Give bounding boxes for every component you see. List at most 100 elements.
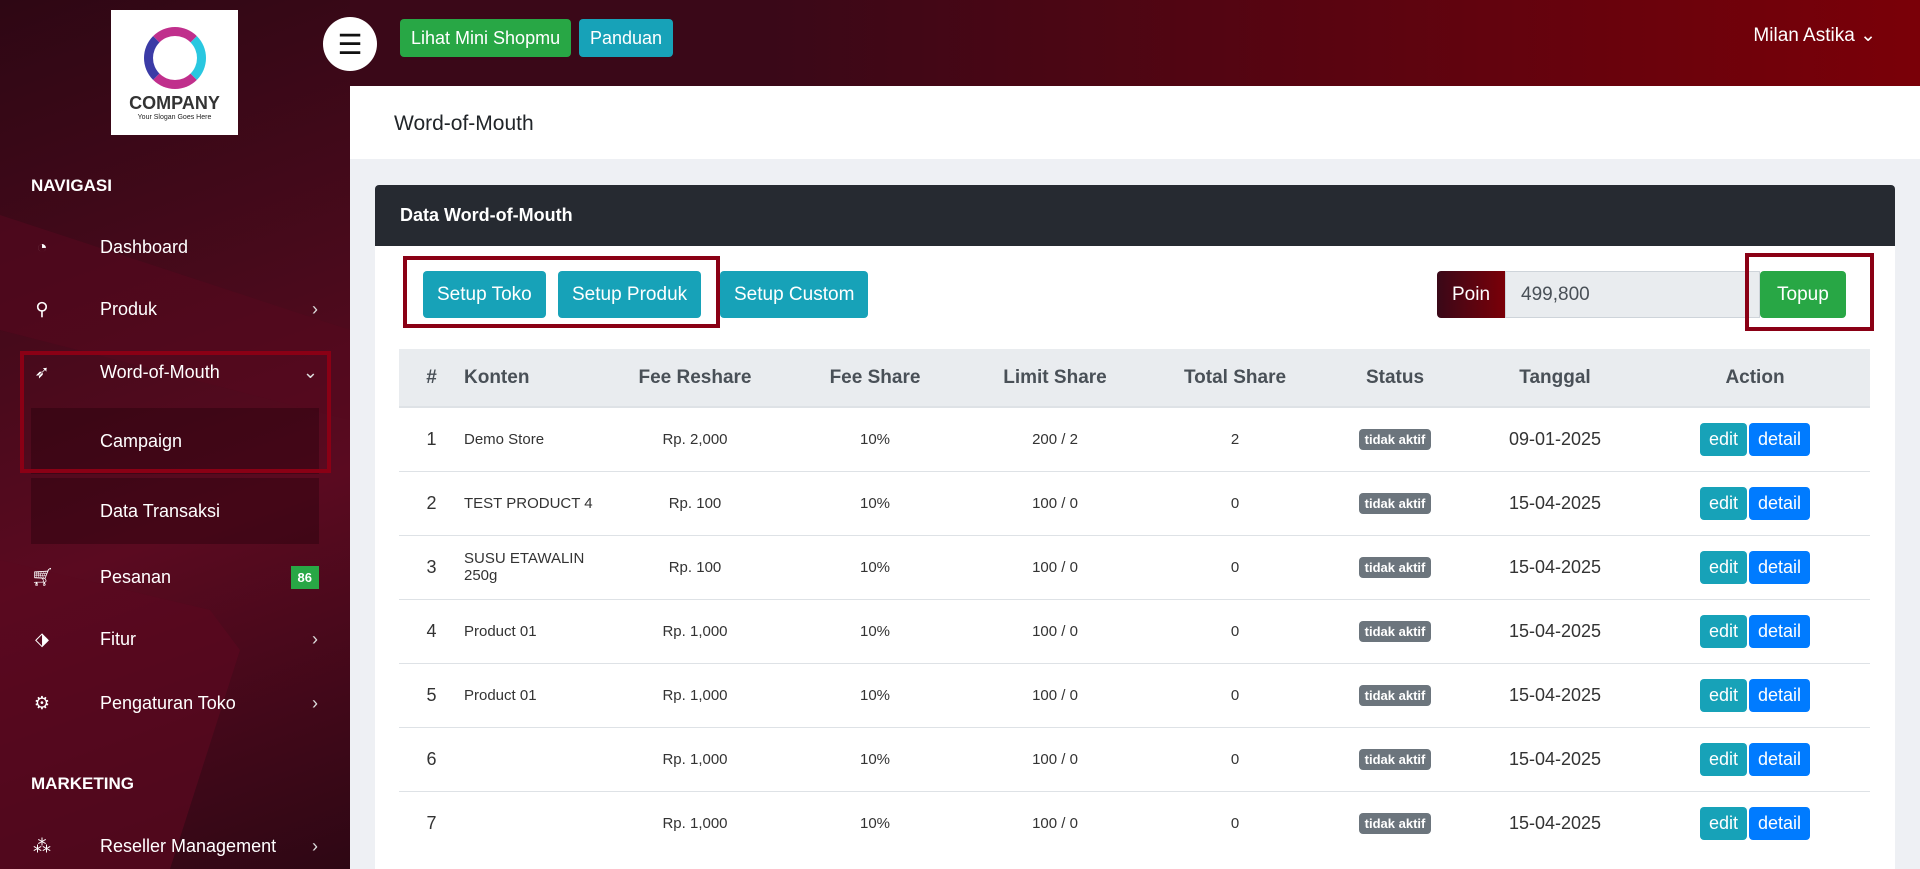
date: 15-04-2025 (1470, 790, 1640, 855)
topup-button[interactable]: Topup (1760, 271, 1846, 318)
edit-button[interactable]: edit (1699, 550, 1747, 584)
cubes-icon: ⁂ (33, 835, 51, 856)
row-number: 4 (399, 598, 464, 663)
table-row: 6 Rp. 1,000 10% 100 / 0 0 tidak aktif 15-04-20… (399, 726, 1870, 791)
edit-button[interactable]: edit (1699, 422, 1747, 456)
content: TEST PRODUCT 4 (464, 470, 600, 535)
page-title: Word-of-Mouth (394, 112, 534, 135)
setup-produk-button[interactable]: Setup Produk (558, 271, 702, 318)
status-badge: tidak aktif (1358, 812, 1432, 834)
tags-icon: ⬗ (35, 628, 49, 649)
chevron-right-icon: › (312, 692, 318, 713)
sidebar-item-fitur[interactable]: ⬗ Fitur › (0, 619, 350, 659)
highlight-box (20, 351, 331, 473)
logo-mark (143, 27, 206, 89)
guide-button[interactable]: Panduan (579, 19, 674, 57)
detail-button[interactable]: detail (1749, 614, 1811, 648)
total-share: 0 (1150, 662, 1320, 727)
edit-button[interactable]: edit (1699, 486, 1747, 520)
total-share: 0 (1150, 598, 1320, 663)
cog-icon: ⚙ (33, 692, 51, 713)
content (464, 790, 600, 855)
tachometer-icon: ◔ (36, 236, 48, 257)
edit-button[interactable]: edit (1699, 742, 1747, 776)
fee-share: 10% (790, 470, 960, 535)
total-share: 0 (1150, 726, 1320, 791)
fee-share: 10% (790, 598, 960, 663)
action-cell: edit detail (1640, 726, 1870, 791)
detail-button[interactable]: detail (1749, 742, 1811, 776)
fee-share: 10% (790, 406, 960, 471)
column-header: Tanggal (1470, 349, 1640, 408)
wom-card: Data Word-of-Mouth Setup Toko Setup Prod… (375, 185, 1895, 869)
status-badge: tidak aktif (1358, 556, 1432, 578)
date: 09-01-2025 (1470, 406, 1640, 471)
status-cell: tidak aktif (1320, 470, 1470, 535)
detail-button[interactable]: detail (1749, 422, 1811, 456)
company-logo[interactable]: COMPANY Your Slogan Goes Here (111, 10, 238, 135)
status-badge: tidak aktif (1358, 684, 1432, 706)
total-share: 0 (1150, 790, 1320, 855)
status-badge: tidak aktif (1358, 428, 1432, 450)
sidebar-item-pengaturan-toko[interactable]: ⚙ Pengaturan Toko › (0, 683, 350, 723)
limit-share: 100 / 0 (960, 790, 1150, 855)
edit-button[interactable]: edit (1699, 806, 1747, 840)
table-row: 4 Product 01 Rp. 1,000 10% 100 / 0 0 tidak akt… (399, 598, 1870, 663)
date: 15-04-2025 (1470, 534, 1640, 599)
detail-button[interactable]: detail (1749, 806, 1811, 840)
sidebar-item-data-transaksi[interactable]: Data Transaksi (31, 478, 319, 544)
detail-button[interactable]: detail (1749, 486, 1811, 520)
edit-button[interactable]: edit (1699, 614, 1747, 648)
fee-share: 10% (790, 662, 960, 727)
highlight-box (403, 256, 720, 328)
candy-cane-icon: ⚲ (35, 298, 49, 319)
menu-toggle-button[interactable]: ☰ (323, 17, 377, 71)
sidebar-item-produk[interactable]: ⚲ Produk › (0, 289, 350, 329)
column-header: Action (1640, 349, 1870, 408)
sidebar-item-campaign[interactable]: Campaign (31, 408, 319, 474)
total-share: 2 (1150, 406, 1320, 471)
status-badge: tidak aktif (1358, 748, 1432, 770)
cart-icon: 🛒︎ (31, 566, 54, 587)
detail-button[interactable]: detail (1749, 550, 1811, 584)
fee-reshare: Rp. 1,000 (600, 598, 790, 663)
hamburger-icon: ☰ (337, 28, 363, 60)
setup-toko-button[interactable]: Setup Toko (423, 271, 546, 318)
chevron-right-icon: › (312, 628, 318, 649)
fee-reshare: Rp. 1,000 (600, 790, 790, 855)
setup-custom-button[interactable]: Setup Custom (720, 271, 869, 318)
sidebar-item-word-of-mouth[interactable]: ➶ Word-of-Mouth ⌄ (0, 352, 350, 392)
table-row: 2 TEST PRODUCT 4 Rp. 100 10% 100 / 0 0 tidak a… (399, 470, 1870, 535)
column-header: Konten (464, 349, 600, 408)
sidebar-item-reseller-management[interactable]: ⁂ Reseller Management › (33, 835, 318, 856)
status-cell: tidak aktif (1320, 790, 1470, 855)
edit-button[interactable]: edit (1699, 678, 1747, 712)
table-row: 7 Rp. 1,000 10% 100 / 0 0 tidak aktif 15-04-20… (399, 790, 1870, 855)
fee-share: 10% (790, 534, 960, 599)
orders-count-badge: 86 (290, 565, 319, 589)
chevron-down-icon: ⌄ (1860, 25, 1876, 46)
mini-shop-button[interactable]: Lihat Mini Shopmu (400, 19, 572, 57)
fee-share: 10% (790, 790, 960, 855)
limit-share: 100 / 0 (960, 534, 1150, 599)
column-header: Total Share (1150, 349, 1320, 408)
column-header: # (399, 349, 464, 408)
status-cell: tidak aktif (1320, 534, 1470, 599)
table-row: 5 Product 01 Rp. 1,000 10% 100 / 0 0 tidak akt… (399, 662, 1870, 727)
sidebar-item-pesanan[interactable]: 🛒︎ Pesanan 86 (0, 557, 350, 597)
content: SUSU ETAWALIN 250g (464, 534, 600, 599)
fee-share: 10% (790, 726, 960, 791)
user-menu[interactable]: Milan Astika ⌄ (1753, 25, 1876, 46)
sidebar-item-dashboard[interactable]: ◔ Dashboard (0, 227, 350, 267)
row-number: 3 (399, 534, 464, 599)
row-number: 2 (399, 470, 464, 535)
action-cell: edit detail (1640, 534, 1870, 599)
total-share: 0 (1150, 470, 1320, 535)
action-cell: edit detail (1640, 790, 1870, 855)
action-cell: edit detail (1640, 470, 1870, 535)
wom-table: # Konten Fee Reshare Fee Share Limit Share To… (399, 349, 1870, 855)
limit-share: 100 / 0 (960, 470, 1150, 535)
table-row: 1 Demo Store Rp. 2,000 10% 200 / 2 2 tidak akt… (399, 406, 1870, 471)
poin-group: Poin 499,800 (1437, 271, 1761, 318)
detail-button[interactable]: detail (1749, 678, 1811, 712)
